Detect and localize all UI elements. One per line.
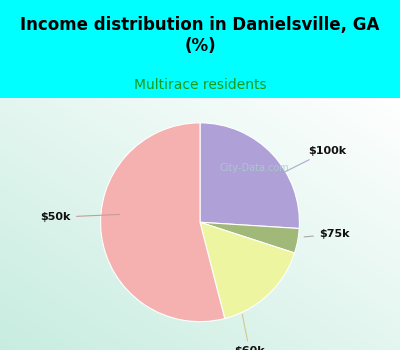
Text: $60k: $60k (234, 314, 265, 350)
Text: Income distribution in Danielsville, GA
(%): Income distribution in Danielsville, GA … (20, 16, 380, 55)
Wedge shape (200, 123, 299, 229)
Text: $100k: $100k (270, 146, 346, 179)
Wedge shape (200, 222, 299, 253)
Wedge shape (101, 123, 225, 322)
Text: $50k: $50k (41, 212, 120, 222)
Wedge shape (200, 222, 294, 318)
Text: Multirace residents: Multirace residents (134, 78, 266, 92)
Text: $75k: $75k (304, 229, 350, 239)
Text: City-Data.com: City-Data.com (220, 163, 290, 173)
